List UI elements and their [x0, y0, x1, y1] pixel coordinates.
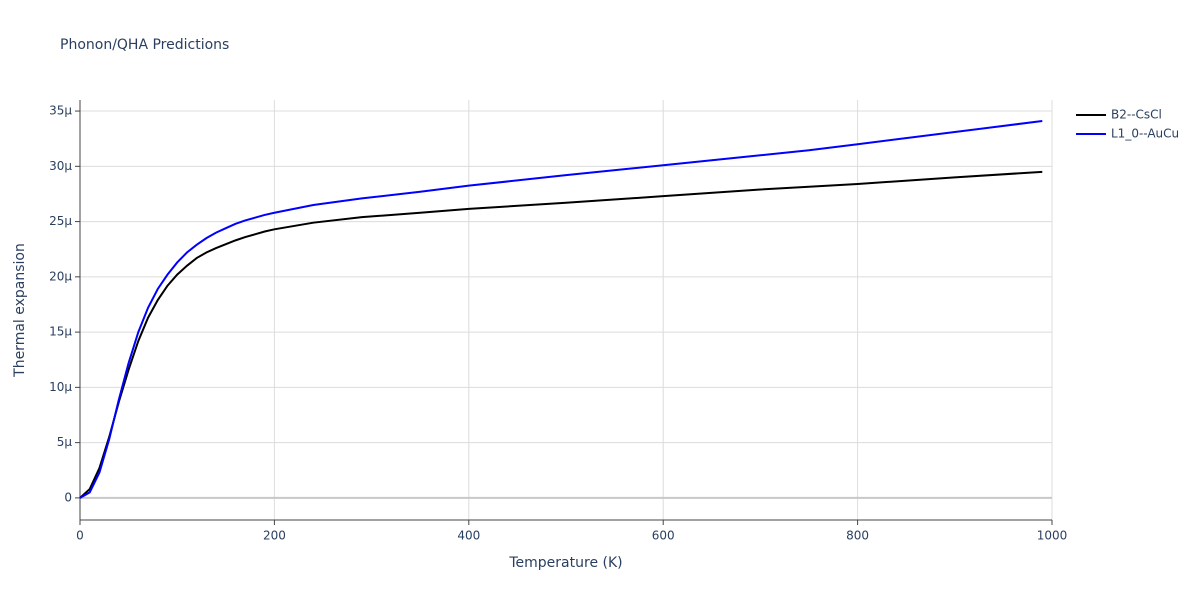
- y-tick-label: 0: [64, 490, 72, 504]
- series-line: [79, 120, 1043, 499]
- y-tick-label: 25μ: [49, 214, 72, 228]
- legend-label: B2--CsCl: [1111, 108, 1162, 122]
- y-tick-label: 5μ: [57, 435, 73, 449]
- x-tick-label: 600: [652, 529, 675, 543]
- y-tick-label: 15μ: [49, 325, 72, 339]
- x-tick-label: 200: [263, 529, 286, 543]
- legend-label: L1_0--AuCu: [1111, 127, 1179, 141]
- y-tick-label: 20μ: [49, 269, 72, 283]
- y-axis-title: Thermal expansion: [12, 243, 28, 378]
- x-tick-label: 400: [457, 529, 480, 543]
- series-line: [79, 170, 1043, 499]
- y-tick-label: 30μ: [49, 159, 72, 173]
- chart-title: Phonon/QHA Predictions: [60, 37, 229, 53]
- x-axis-title: Temperature (K): [508, 555, 622, 571]
- x-tick-label: 0: [76, 529, 84, 543]
- y-tick-label: 10μ: [49, 380, 72, 394]
- y-tick-label: 35μ: [49, 104, 72, 118]
- x-tick-label: 800: [846, 529, 869, 543]
- x-tick-label: 1000: [1037, 529, 1068, 543]
